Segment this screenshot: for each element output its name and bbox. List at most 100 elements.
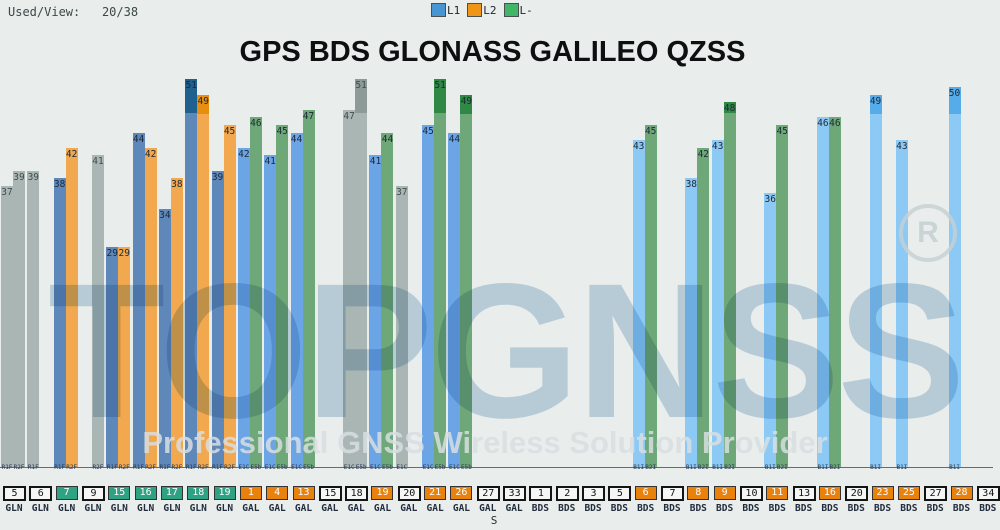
signal-legend: L1 L2 L- [431,3,533,17]
satellite-id-box-bds-27[interactable]: 27 [924,486,948,501]
satellite-id-box-gal-15[interactable]: 15 [318,486,342,501]
bar-value-label: 44 [448,134,461,145]
satellite-system-label: GLN [163,503,181,514]
satellite-id-box-gal-4[interactable]: 4 [266,486,289,500]
satellite-id-box-gln-19[interactable]: 19 [213,486,236,500]
bar-value-label: 50 [948,88,961,99]
signal-bar-l2: 42 B2I [697,148,710,471]
satellite-id-box-gal-1[interactable]: 1 [239,486,262,500]
satellite-id-box-bds-28[interactable]: 28 [950,486,973,500]
satellite-system-label: BDS [768,503,786,514]
satellite-id-box-gln-7[interactable]: 7 [55,486,78,500]
bar-band-label: B1I [870,464,881,471]
satellite-id-box-gln-15[interactable]: 15 [108,486,131,500]
bar-band-label: R1F [27,464,39,471]
legend-swatch-l2-icon [467,3,483,17]
bar-band-label: R1F [185,464,197,471]
bar-value-label: 51 [185,80,197,91]
signal-bar-l2: 49 R2F [197,95,210,471]
satellite-id-box-bds-3[interactable]: 3 [582,486,606,501]
satellite-id-box-gln-18[interactable]: 18 [187,486,210,500]
signal-bar-l1: 43 B1I [711,140,724,471]
signal-bar-l2: 29 R2F [118,247,131,471]
signal-bar-l1: 39 R1F [211,171,224,471]
satellite-id-box-bds-9[interactable]: 9 [713,486,736,500]
bar-value-label: 47 [302,111,315,122]
bar-band-label: E1C [343,464,355,471]
satellite-id-box-bds-11[interactable]: 11 [766,486,789,500]
satellite-id-box-bds-34[interactable]: 34 [976,486,1000,501]
satellite-id-box-gal-26[interactable]: 26 [450,486,473,500]
bar-value-label: 42 [144,149,157,160]
bar-value-label: 38 [53,179,66,190]
bar-band-label: R2F [13,464,25,471]
satellite-id-box-gal-13[interactable]: 13 [292,486,315,500]
satellite-id-box-bds-6[interactable]: 6 [634,486,657,500]
signal-bar-l2: 39 R2F [13,171,25,471]
satellite-id-box-bds-16[interactable]: 16 [818,486,841,500]
bar-band-label: E1C [449,464,460,471]
satellite-id-box-gal-18[interactable]: 18 [345,486,369,501]
signal-bar-l1: 44 R1F [132,133,145,471]
satellite-id-box-bds-2[interactable]: 2 [555,486,579,501]
bar-band-label: R1F [1,464,13,471]
bar-value-label: 43 [896,141,908,152]
bar-value-label: 49 [869,96,882,107]
satellite-id-box-bds-7[interactable]: 7 [661,486,684,501]
signal-bar-l2: 46 E5b [249,117,262,471]
satellite-id-box-bds-20[interactable]: 20 [845,486,869,501]
bar-band-label: R1F [133,464,145,471]
satellite-id-box-bds-10[interactable]: 10 [739,486,763,501]
bar-value-label: 38 [171,179,183,190]
satellite-id-box-gln-16[interactable]: 16 [134,486,157,500]
legend-item-l1[interactable]: L1 [431,3,460,17]
satellite-id-box-gln-5[interactable]: 5 [3,486,26,501]
satellite-system-label: BDS [821,503,839,514]
satellite-system-label: BDS [742,503,760,514]
satellite-id-box-bds-13[interactable]: 13 [792,486,816,501]
bar-value-label: 36 [764,194,776,205]
bar-value-label: 44 [381,134,394,145]
satellite-system-label: BDS [558,503,576,514]
bar-value-label: 45 [644,126,657,137]
signal-bar-l2: 42 R2F [144,148,157,471]
satellite-system-label: BDS [847,503,865,514]
satellite-id-box-bds-8[interactable]: 8 [687,486,710,500]
legend-item-l5[interactable]: L- [503,3,533,17]
satellite-id-box-bds-5[interactable]: 5 [608,486,632,501]
bar-band-label: R2F [171,464,183,471]
bar-value-label: 39 [211,172,224,183]
bar-value-label: 46 [250,118,262,129]
satellite-id-box-gal-19[interactable]: 19 [371,486,394,500]
satellite-system-label: GAL [373,503,392,514]
signal-bar-l2: 45 B2I [776,125,789,471]
bar-value-label: 38 [685,179,698,190]
legend-item-l2[interactable]: L2 [467,3,497,17]
legend-label-l5: L- [519,3,533,17]
bar-band-label: B1I [896,464,908,471]
bar-band-label: E5b [355,464,367,471]
satellite-id-box-gal-27[interactable]: 27 [476,486,500,501]
bar-value-label: 49 [197,96,209,107]
signal-bar-l1: 38 R1F [53,178,66,471]
satellite-id-box-gal-21[interactable]: 21 [424,486,447,500]
bar-value-label: 39 [27,172,40,183]
signal-bar-l1: 41 E1C [369,155,382,471]
bar-band-label: B1I [764,464,776,471]
satellite-id-box-bds-1[interactable]: 1 [529,486,553,501]
bar-band-label: B2I [697,464,709,471]
signal-bar-l1: 37 E1C [395,186,408,471]
satellite-id-box-gln-9[interactable]: 9 [81,486,105,501]
satellite-id-box-gln-17[interactable]: 17 [160,486,183,500]
satellite-id-box-bds-23[interactable]: 23 [871,486,894,500]
satellite-id-box-gal-33[interactable]: 33 [503,486,527,501]
satellite-system-label: GAL [242,503,260,514]
satellite-id-box-bds-25[interactable]: 25 [897,486,920,500]
satellite-id-box-gal-20[interactable]: 20 [397,486,421,501]
satellite-system-label: GAL [452,503,471,514]
satellite-id-box-gln-6[interactable]: 6 [29,486,53,501]
signal-bar-l1: 51 R1F [185,79,198,471]
legend-swatch-l1-icon [431,3,446,17]
bar-value-label: 42 [697,149,710,160]
